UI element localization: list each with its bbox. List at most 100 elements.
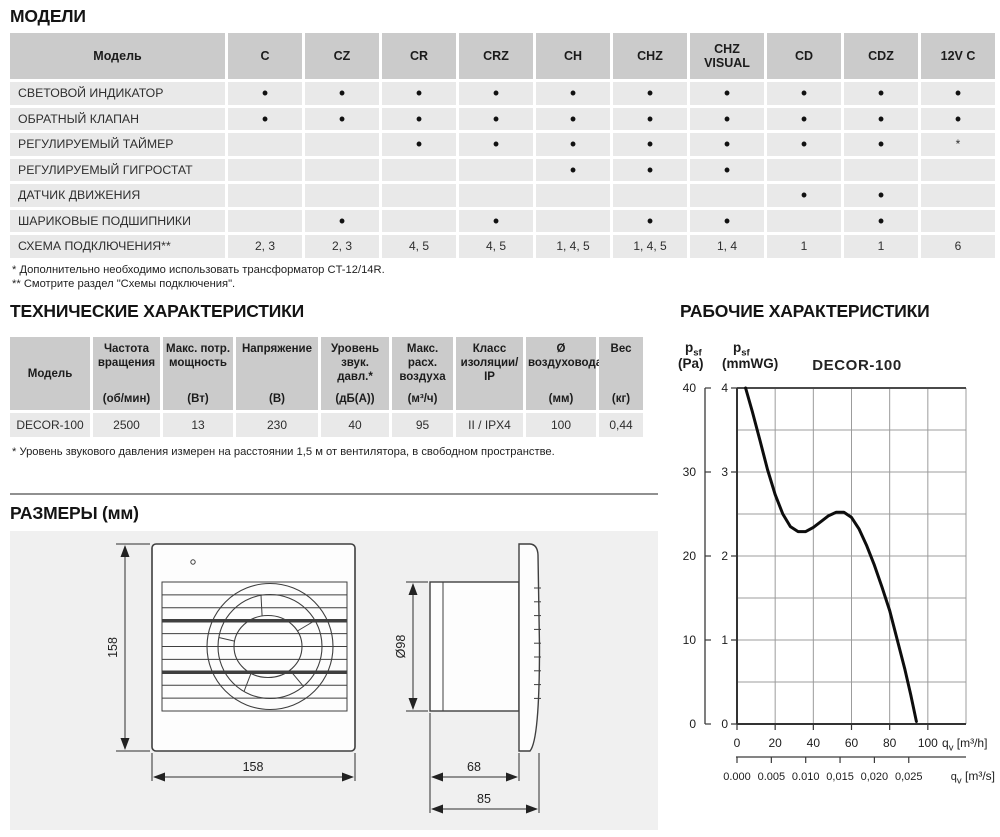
models-cell-3-6: • — [690, 158, 764, 181]
tech-col-header-6: Класс изоляции/ IP — [456, 337, 523, 410]
fan-side-view-drawing — [429, 543, 541, 752]
tech-col-header-4: Уровень звук. давл.* (дБ(А)) — [321, 337, 389, 410]
models-col-header-1: CZ — [305, 33, 379, 79]
tech-cell-1: 2500 — [93, 413, 160, 437]
models-col-header-5: CHZ — [613, 33, 687, 79]
models-row-label-4: ДАТЧИК ДВИЖЕНИЯ — [10, 184, 225, 207]
models-cell-6-2: 4, 5 — [382, 235, 456, 258]
tech-col-header-3: Напряжение (В) — [236, 337, 318, 410]
x-secondary-tick-label: 0.005 — [758, 771, 786, 783]
models-col-header-7: CD — [767, 33, 841, 79]
models-cell-2-9: * — [921, 133, 995, 156]
models-cell-1-8: • — [844, 107, 918, 130]
models-cell-4-5 — [613, 184, 687, 207]
performance-section-title: РАБОЧИЕ ХАРАКТЕРИСТИКИ — [680, 301, 930, 321]
models-row-label-0: СВЕТОВОЙ ИНДИКАТОР — [10, 82, 225, 105]
models-row-label-3: РЕГУЛИРУЕМЫЙ ГИГРОСТАТ — [10, 158, 225, 181]
models-cell-6-9: 6 — [921, 235, 995, 258]
dim-duct-depth — [429, 713, 520, 813]
dimensions-section-title: РАЗМЕРЫ (мм) — [10, 503, 139, 523]
tech-col-header-2: Макс. потр. мощность (Вт) — [163, 337, 233, 410]
models-cell-4-3 — [459, 184, 533, 207]
tech-cell-8: 0,44 — [599, 413, 643, 437]
models-cell-5-0 — [228, 209, 302, 232]
x-tick-label: 80 — [883, 736, 897, 750]
dimensions-drawing: 158 158 Ø98 68 — [106, 543, 541, 814]
models-cell-6-6: 1, 4 — [690, 235, 764, 258]
fan-front-view-drawing — [151, 543, 356, 752]
x-secondary-tick-label: 0.000 — [723, 771, 751, 783]
models-cell-0-5: • — [613, 82, 687, 105]
models-cell-1-4: • — [536, 107, 610, 130]
models-cell-5-3: • — [459, 209, 533, 232]
tech-cell-5: 95 — [392, 413, 453, 437]
dim-label-diameter: Ø98 — [394, 635, 408, 659]
models-cell-3-9 — [921, 158, 995, 181]
side-grille-ticks — [534, 587, 541, 699]
models-cell-0-6: • — [690, 82, 764, 105]
models-cell-6-3: 4, 5 — [459, 235, 533, 258]
mmwg-tick-label: 2 — [721, 549, 728, 563]
models-cell-3-8 — [844, 158, 918, 181]
models-cell-0-8: • — [844, 82, 918, 105]
mmwg-tick-label: 0 — [721, 717, 728, 731]
models-cell-3-5: • — [613, 158, 687, 181]
dim-front-width — [151, 753, 356, 782]
pa-tick-label: 0 — [689, 717, 696, 731]
models-cell-4-6 — [690, 184, 764, 207]
models-col-header-6: CHZ VISUAL — [690, 33, 764, 79]
tech-col-header-0: Модель — [10, 337, 90, 410]
models-cell-1-6: • — [690, 107, 764, 130]
indicator-dot — [190, 559, 196, 565]
pa-tick-label: 30 — [683, 465, 697, 479]
models-col-header-4: CH — [536, 33, 610, 79]
models-cell-2-3: • — [459, 133, 533, 156]
models-cell-3-0 — [228, 158, 302, 181]
models-footnote-2: ** Смотрите раздел "Схемы подключения". — [12, 278, 236, 290]
tech-cell-0: DECOR-100 — [10, 413, 90, 437]
models-cell-0-0: • — [228, 82, 302, 105]
mmwg-axis-unit: (mmWG) — [722, 356, 778, 371]
x-axis-unit-label: qv [m³/h] — [942, 736, 987, 754]
models-cell-2-0 — [228, 133, 302, 156]
models-cell-4-2 — [382, 184, 456, 207]
models-cell-3-4: • — [536, 158, 610, 181]
dimensions-panel: 158 158 Ø98 68 — [10, 531, 658, 830]
models-cell-4-7: • — [767, 184, 841, 207]
models-cell-4-1 — [305, 184, 379, 207]
models-cell-2-5: • — [613, 133, 687, 156]
models-row-label-6: СХЕМА ПОДКЛЮЧЕНИЯ** — [10, 235, 225, 258]
models-cell-4-9 — [921, 184, 995, 207]
tech-cell-7: 100 — [526, 413, 596, 437]
models-cell-3-7 — [767, 158, 841, 181]
models-col-header-0: C — [228, 33, 302, 79]
models-cell-3-1 — [305, 158, 379, 181]
tech-cell-6: II / IPX4 — [456, 413, 523, 437]
models-cell-6-1: 2, 3 — [305, 235, 379, 258]
dim-duct-diameter — [406, 581, 428, 712]
models-cell-3-3 — [459, 158, 533, 181]
pa-tick-label: 20 — [683, 549, 697, 563]
mmwg-tick-label: 4 — [721, 381, 728, 395]
models-col-header-3: CRZ — [459, 33, 533, 79]
models-section-title: МОДЕЛИ — [10, 6, 86, 26]
models-cell-6-0: 2, 3 — [228, 235, 302, 258]
models-cell-5-6: • — [690, 209, 764, 232]
models-cell-5-8: • — [844, 209, 918, 232]
models-cell-0-4: • — [536, 82, 610, 105]
models-cell-0-7: • — [767, 82, 841, 105]
models-cell-2-6: • — [690, 133, 764, 156]
models-table: Модель C CZ CR CRZ CH CHZ CHZ VISUAL CD CDZ 12V C С… — [10, 33, 995, 258]
models-cell-5-7 — [767, 209, 841, 232]
mmwg-tick-label: 1 — [721, 633, 728, 647]
models-cell-2-8: • — [844, 133, 918, 156]
models-cell-3-2 — [382, 158, 456, 181]
models-cell-1-3: • — [459, 107, 533, 130]
x-secondary-tick-label: 0,025 — [895, 771, 923, 783]
models-cell-6-4: 1, 4, 5 — [536, 235, 610, 258]
models-cell-1-9: • — [921, 107, 995, 130]
models-cell-0-1: • — [305, 82, 379, 105]
tech-col-header-7: Ø воздуховода (мм) — [526, 337, 602, 410]
models-row-label-5: ШАРИКОВЫЕ ПОДШИПНИКИ — [10, 209, 225, 232]
models-cell-0-2: • — [382, 82, 456, 105]
